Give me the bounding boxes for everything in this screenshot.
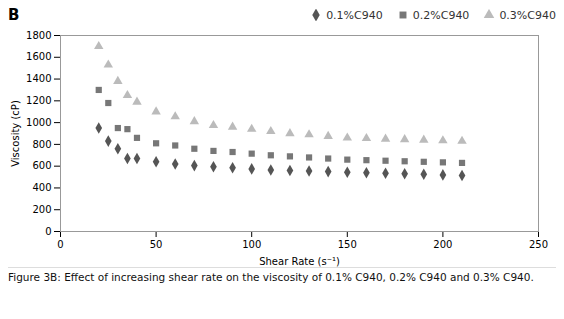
svg-text:250: 250 — [529, 239, 548, 250]
svg-text:1200: 1200 — [26, 95, 51, 106]
svg-text:200: 200 — [433, 239, 452, 250]
svg-text:Shear Rate (s⁻¹): Shear Rate (s⁻¹) — [259, 256, 340, 267]
svg-text:600: 600 — [32, 160, 51, 171]
html-text:0.3%C940: 0.3%C940 — [499, 8, 556, 22]
html-text:Figure 3B: Effect of increasin: Figure 3B: Effect of increasing shear ra… — [8, 271, 534, 283]
svg-text:1400: 1400 — [26, 73, 51, 84]
svg-text:1600: 1600 — [26, 51, 51, 62]
svg-text:200: 200 — [32, 204, 51, 215]
svg-text:1000: 1000 — [26, 117, 51, 128]
html-text:0.1%C940: 0.1%C940 — [326, 8, 383, 22]
svg-text:800: 800 — [32, 139, 51, 150]
svg-text:1800: 1800 — [26, 30, 51, 41]
svg-text:150: 150 — [338, 239, 357, 250]
svg-text:100: 100 — [242, 239, 261, 250]
svg-text:0: 0 — [45, 226, 51, 237]
html-text:B: B — [8, 6, 20, 24]
svg-text:50: 50 — [150, 239, 163, 250]
svg-text:Viscosity (cP): Viscosity (cP) — [10, 100, 21, 167]
html-text:0.2%C940: 0.2%C940 — [412, 8, 470, 22]
svg-text:0: 0 — [57, 239, 63, 250]
svg-text:400: 400 — [32, 182, 51, 193]
